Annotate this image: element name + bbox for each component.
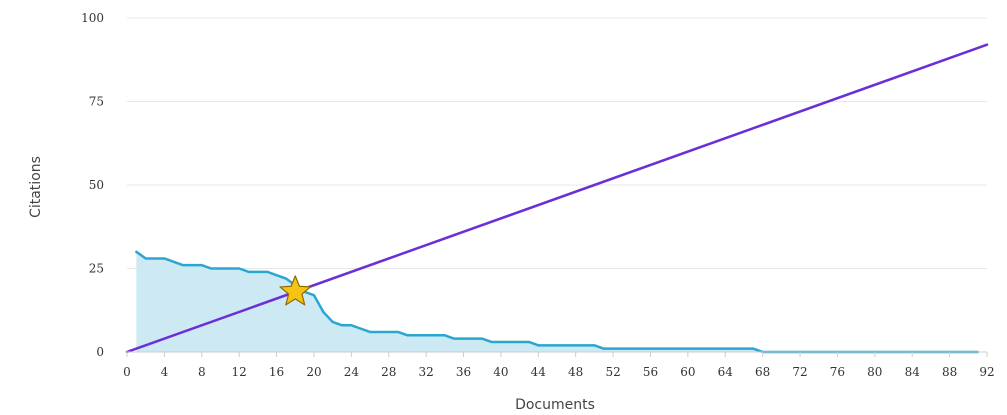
x-tick-label-12: 12 xyxy=(232,365,247,379)
x-axis-title: Documents xyxy=(515,397,595,413)
h-index-star-icon xyxy=(279,275,312,306)
x-tick-label-92: 92 xyxy=(979,365,994,379)
x-tick-label-68: 68 xyxy=(755,365,770,379)
grid-layer xyxy=(127,17,987,269)
x-tick-label-52: 52 xyxy=(605,365,620,379)
x-tick-label-44: 44 xyxy=(531,365,547,379)
series-layer xyxy=(125,43,989,354)
x-tick-label-28: 28 xyxy=(381,365,396,379)
x-tick-label-20: 20 xyxy=(306,365,321,379)
y-axis-title: Citations xyxy=(28,156,44,218)
x-tick-label-40: 40 xyxy=(493,365,508,379)
x-tick-label-76: 76 xyxy=(830,365,845,379)
x-tick-label-60: 60 xyxy=(680,365,695,379)
x-tick-label-64: 64 xyxy=(718,365,734,379)
x-tick-label-72: 72 xyxy=(792,365,807,379)
x-tick-label-8: 8 xyxy=(198,365,206,379)
marker-layer xyxy=(279,275,312,306)
h-index-reference-line xyxy=(125,43,989,354)
x-tick-label-24: 24 xyxy=(344,365,360,379)
x-tick-label-48: 48 xyxy=(568,365,583,379)
x-tick-label-88: 88 xyxy=(942,365,957,379)
y-tick-label-0: 0 xyxy=(96,345,104,359)
y-tick-label-50: 50 xyxy=(89,178,104,192)
x-tick-label-80: 80 xyxy=(867,365,882,379)
x-tick-label-36: 36 xyxy=(456,365,471,379)
citations-area xyxy=(136,251,978,352)
x-tick-label-4: 4 xyxy=(161,365,169,379)
x-tick-label-16: 16 xyxy=(269,365,284,379)
x-tick-label-0: 0 xyxy=(123,365,131,379)
x-tick-label-84: 84 xyxy=(905,365,921,379)
y-tick-label-100: 100 xyxy=(81,11,104,25)
x-tick-label-32: 32 xyxy=(418,365,433,379)
y-tick-label-75: 75 xyxy=(89,95,104,109)
x-tick-label-56: 56 xyxy=(643,365,658,379)
y-tick-label-25: 25 xyxy=(89,262,104,276)
